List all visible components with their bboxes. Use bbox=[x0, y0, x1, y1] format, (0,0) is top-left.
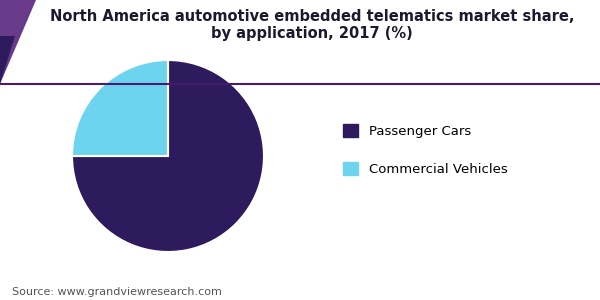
Wedge shape bbox=[72, 60, 168, 156]
Text: North America automotive embedded telematics market share,
by application, 2017 : North America automotive embedded telema… bbox=[50, 9, 574, 41]
Legend: Passenger Cars, Commercial Vehicles: Passenger Cars, Commercial Vehicles bbox=[343, 124, 508, 176]
Wedge shape bbox=[72, 60, 264, 252]
Text: Source: www.grandviewresearch.com: Source: www.grandviewresearch.com bbox=[12, 287, 222, 297]
